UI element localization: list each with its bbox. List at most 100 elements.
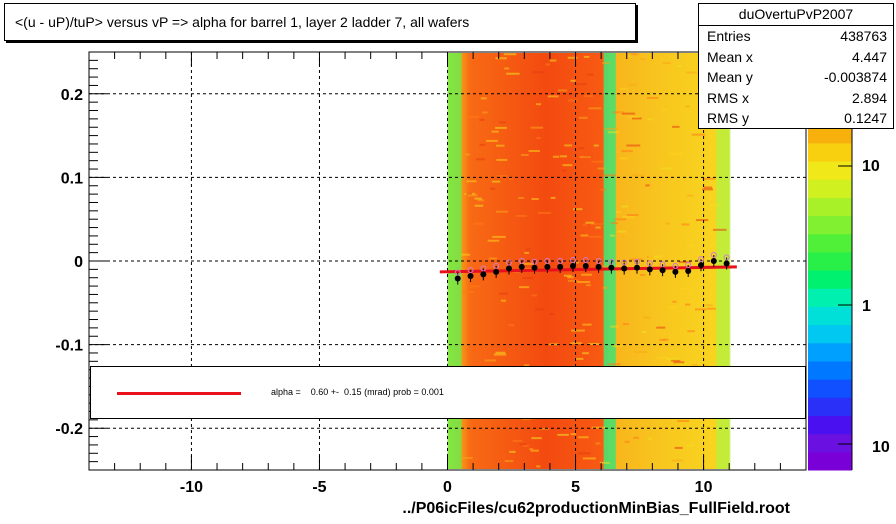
- heatmap-cell: [567, 99, 578, 102]
- heatmap-cell: [686, 444, 695, 447]
- color-scale-band: [808, 251, 852, 271]
- heatmap-cell: [588, 235, 602, 238]
- heatmap-cell: [479, 118, 485, 121]
- heatmap-cell: [678, 261, 691, 264]
- heatmap-cell: [530, 449, 539, 452]
- heatmap-cell: [462, 291, 475, 294]
- heatmap-cell: [663, 338, 669, 341]
- heatmap-cell: [630, 53, 640, 56]
- heatmap-cell: [590, 223, 603, 226]
- heatmap-cell: [676, 362, 687, 365]
- heatmap-cell: [603, 174, 617, 177]
- heatmap-cell: [480, 97, 487, 100]
- heatmap-cell: [593, 144, 599, 147]
- heatmap-cell: [567, 279, 579, 282]
- heatmap-cell: [640, 58, 646, 61]
- color-scale-band: [808, 161, 852, 180]
- heatmap-cell: [491, 180, 501, 183]
- heatmap-cell: [648, 255, 662, 258]
- stats-label: Entries: [707, 28, 751, 44]
- heatmap-cell: [671, 359, 681, 362]
- x-tick-label: 5: [571, 479, 580, 496]
- heatmap-cell: [692, 363, 698, 366]
- heatmap-cell: [626, 144, 641, 147]
- profile-point: [672, 268, 679, 275]
- heatmap-cell: [645, 184, 650, 187]
- heatmap-cell: [508, 324, 515, 327]
- heatmap-cell: [672, 125, 680, 128]
- heatmap-cell: [710, 243, 715, 246]
- heatmap-cell: [461, 253, 471, 256]
- heatmap-cell: [496, 158, 508, 161]
- heatmap-cell: [659, 338, 666, 341]
- stats-value: -0.003874: [823, 69, 887, 85]
- heatmap-cell: [707, 421, 714, 424]
- profile-point: [659, 267, 666, 274]
- color-scale-band: [808, 433, 852, 453]
- heatmap-cell: [549, 59, 557, 62]
- legend-line-swatch: [117, 392, 241, 395]
- open-marker: [518, 257, 525, 264]
- heatmap-cell: [580, 234, 589, 237]
- heatmap-cell: [618, 111, 623, 114]
- heatmap-cell: [570, 79, 576, 82]
- heatmap-cell: [702, 177, 716, 180]
- open-marker: [454, 269, 461, 276]
- heatmap-cell: [464, 153, 471, 156]
- heatmap-cell: [587, 342, 600, 345]
- heatmap-cell: [518, 196, 525, 199]
- heatmap-cell: [688, 287, 694, 290]
- heatmap-cell: [535, 103, 541, 106]
- heatmap-cell: [626, 214, 639, 217]
- heatmap-cell: [709, 459, 717, 462]
- heatmap-cell: [611, 222, 618, 225]
- profile-point: [518, 263, 525, 270]
- open-marker: [531, 258, 538, 265]
- color-scale-band: [808, 233, 852, 253]
- heatmap-cell: [669, 152, 683, 155]
- heatmap-cell: [582, 457, 596, 460]
- color-scale-band: [808, 415, 852, 435]
- heatmap-cell: [467, 194, 478, 197]
- heatmap-cell: [709, 204, 722, 207]
- stats-row-mean-x: Mean x 4.447: [699, 47, 893, 68]
- plot-title: <(u - uP)/tuP> versus vP => alpha for ba…: [4, 3, 636, 41]
- profile-point: [698, 262, 705, 269]
- heatmap-cell: [624, 440, 630, 443]
- heatmap-cell: [570, 433, 577, 436]
- heatmap-cell: [493, 353, 507, 356]
- stats-row-mean-y: Mean y -0.003874: [699, 67, 893, 88]
- profile-point: [621, 265, 628, 272]
- heatmap-cell: [621, 150, 633, 153]
- heatmap-cell: [665, 222, 670, 225]
- heatmap-cell: [524, 251, 530, 254]
- heatmap-cell: [694, 308, 707, 311]
- open-marker: [480, 265, 487, 272]
- heatmap-cell: [610, 325, 620, 328]
- color-scale-band: [808, 215, 852, 235]
- heatmap-cell: [627, 55, 632, 58]
- heatmap-cell: [567, 56, 578, 59]
- heatmap-cell: [621, 112, 636, 115]
- heatmap-cell: [529, 447, 534, 450]
- heatmap-cell: [631, 117, 642, 120]
- heatmap-cell: [674, 446, 683, 449]
- heatmap-cell: [686, 71, 697, 74]
- heatmap-cell: [562, 169, 567, 172]
- profile-points: [454, 252, 730, 285]
- heatmap-cell: [583, 55, 590, 58]
- color-scale-label-bottom: 10: [872, 439, 890, 456]
- color-scale-label: 1: [862, 298, 871, 315]
- open-marker: [659, 261, 666, 268]
- heatmap-cell: [605, 127, 618, 130]
- heatmap-cell: [562, 164, 573, 167]
- heatmap-cell: [557, 433, 569, 436]
- heatmap-cell: [680, 287, 688, 290]
- heatmap-cell: [579, 156, 592, 159]
- heatmap-cell: [508, 177, 514, 180]
- color-scale-band: [808, 360, 852, 380]
- heatmap-cell: [662, 108, 668, 111]
- color-scale-band: [808, 142, 852, 162]
- heatmap-cell: [487, 239, 500, 242]
- heatmap-cell: [530, 126, 544, 129]
